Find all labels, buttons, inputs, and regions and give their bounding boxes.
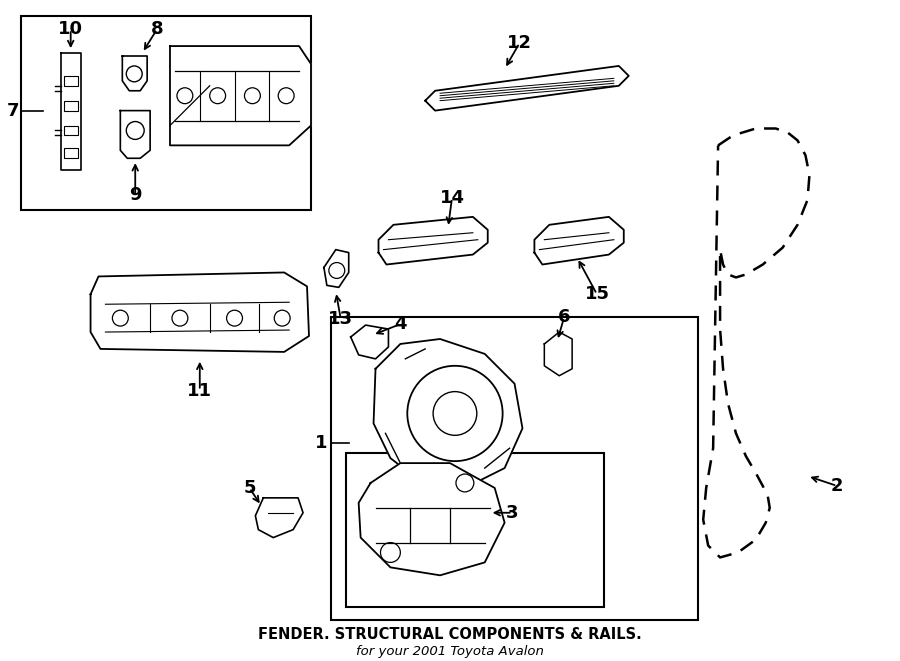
Circle shape [408,366,502,461]
Bar [64,100,77,110]
Text: 5: 5 [243,479,256,497]
Polygon shape [351,325,389,359]
Bar [64,148,77,158]
Text: 14: 14 [439,189,464,207]
Polygon shape [170,46,311,145]
Text: 7: 7 [7,102,20,120]
Polygon shape [544,332,572,375]
Text: for your 2001 Toyota Avalon: for your 2001 Toyota Avalon [356,645,544,658]
Text: 10: 10 [58,20,83,38]
Text: 11: 11 [187,381,212,400]
Polygon shape [61,53,81,170]
Bar [64,76,77,86]
Text: 15: 15 [584,286,609,303]
Bar [64,126,77,136]
Text: 4: 4 [394,315,407,333]
Polygon shape [425,66,629,110]
Text: FENDER. STRUCTURAL COMPONENTS & RAILS.: FENDER. STRUCTURAL COMPONENTS & RAILS. [258,627,642,642]
Polygon shape [374,339,523,488]
Text: 1: 1 [315,434,328,452]
Polygon shape [91,272,309,352]
Bar [331,317,698,620]
Text: 12: 12 [507,34,532,52]
Polygon shape [535,217,624,264]
Text: 2: 2 [831,477,843,495]
Polygon shape [379,217,488,264]
Text: 3: 3 [507,504,518,522]
Text: 8: 8 [151,20,164,38]
Polygon shape [122,56,147,91]
Text: 13: 13 [328,310,354,328]
Polygon shape [256,498,303,537]
Polygon shape [324,250,348,288]
Bar [21,17,311,210]
Text: 9: 9 [129,186,141,204]
Polygon shape [121,110,150,158]
Polygon shape [358,463,505,575]
Bar [346,453,604,607]
Text: 6: 6 [558,308,571,326]
